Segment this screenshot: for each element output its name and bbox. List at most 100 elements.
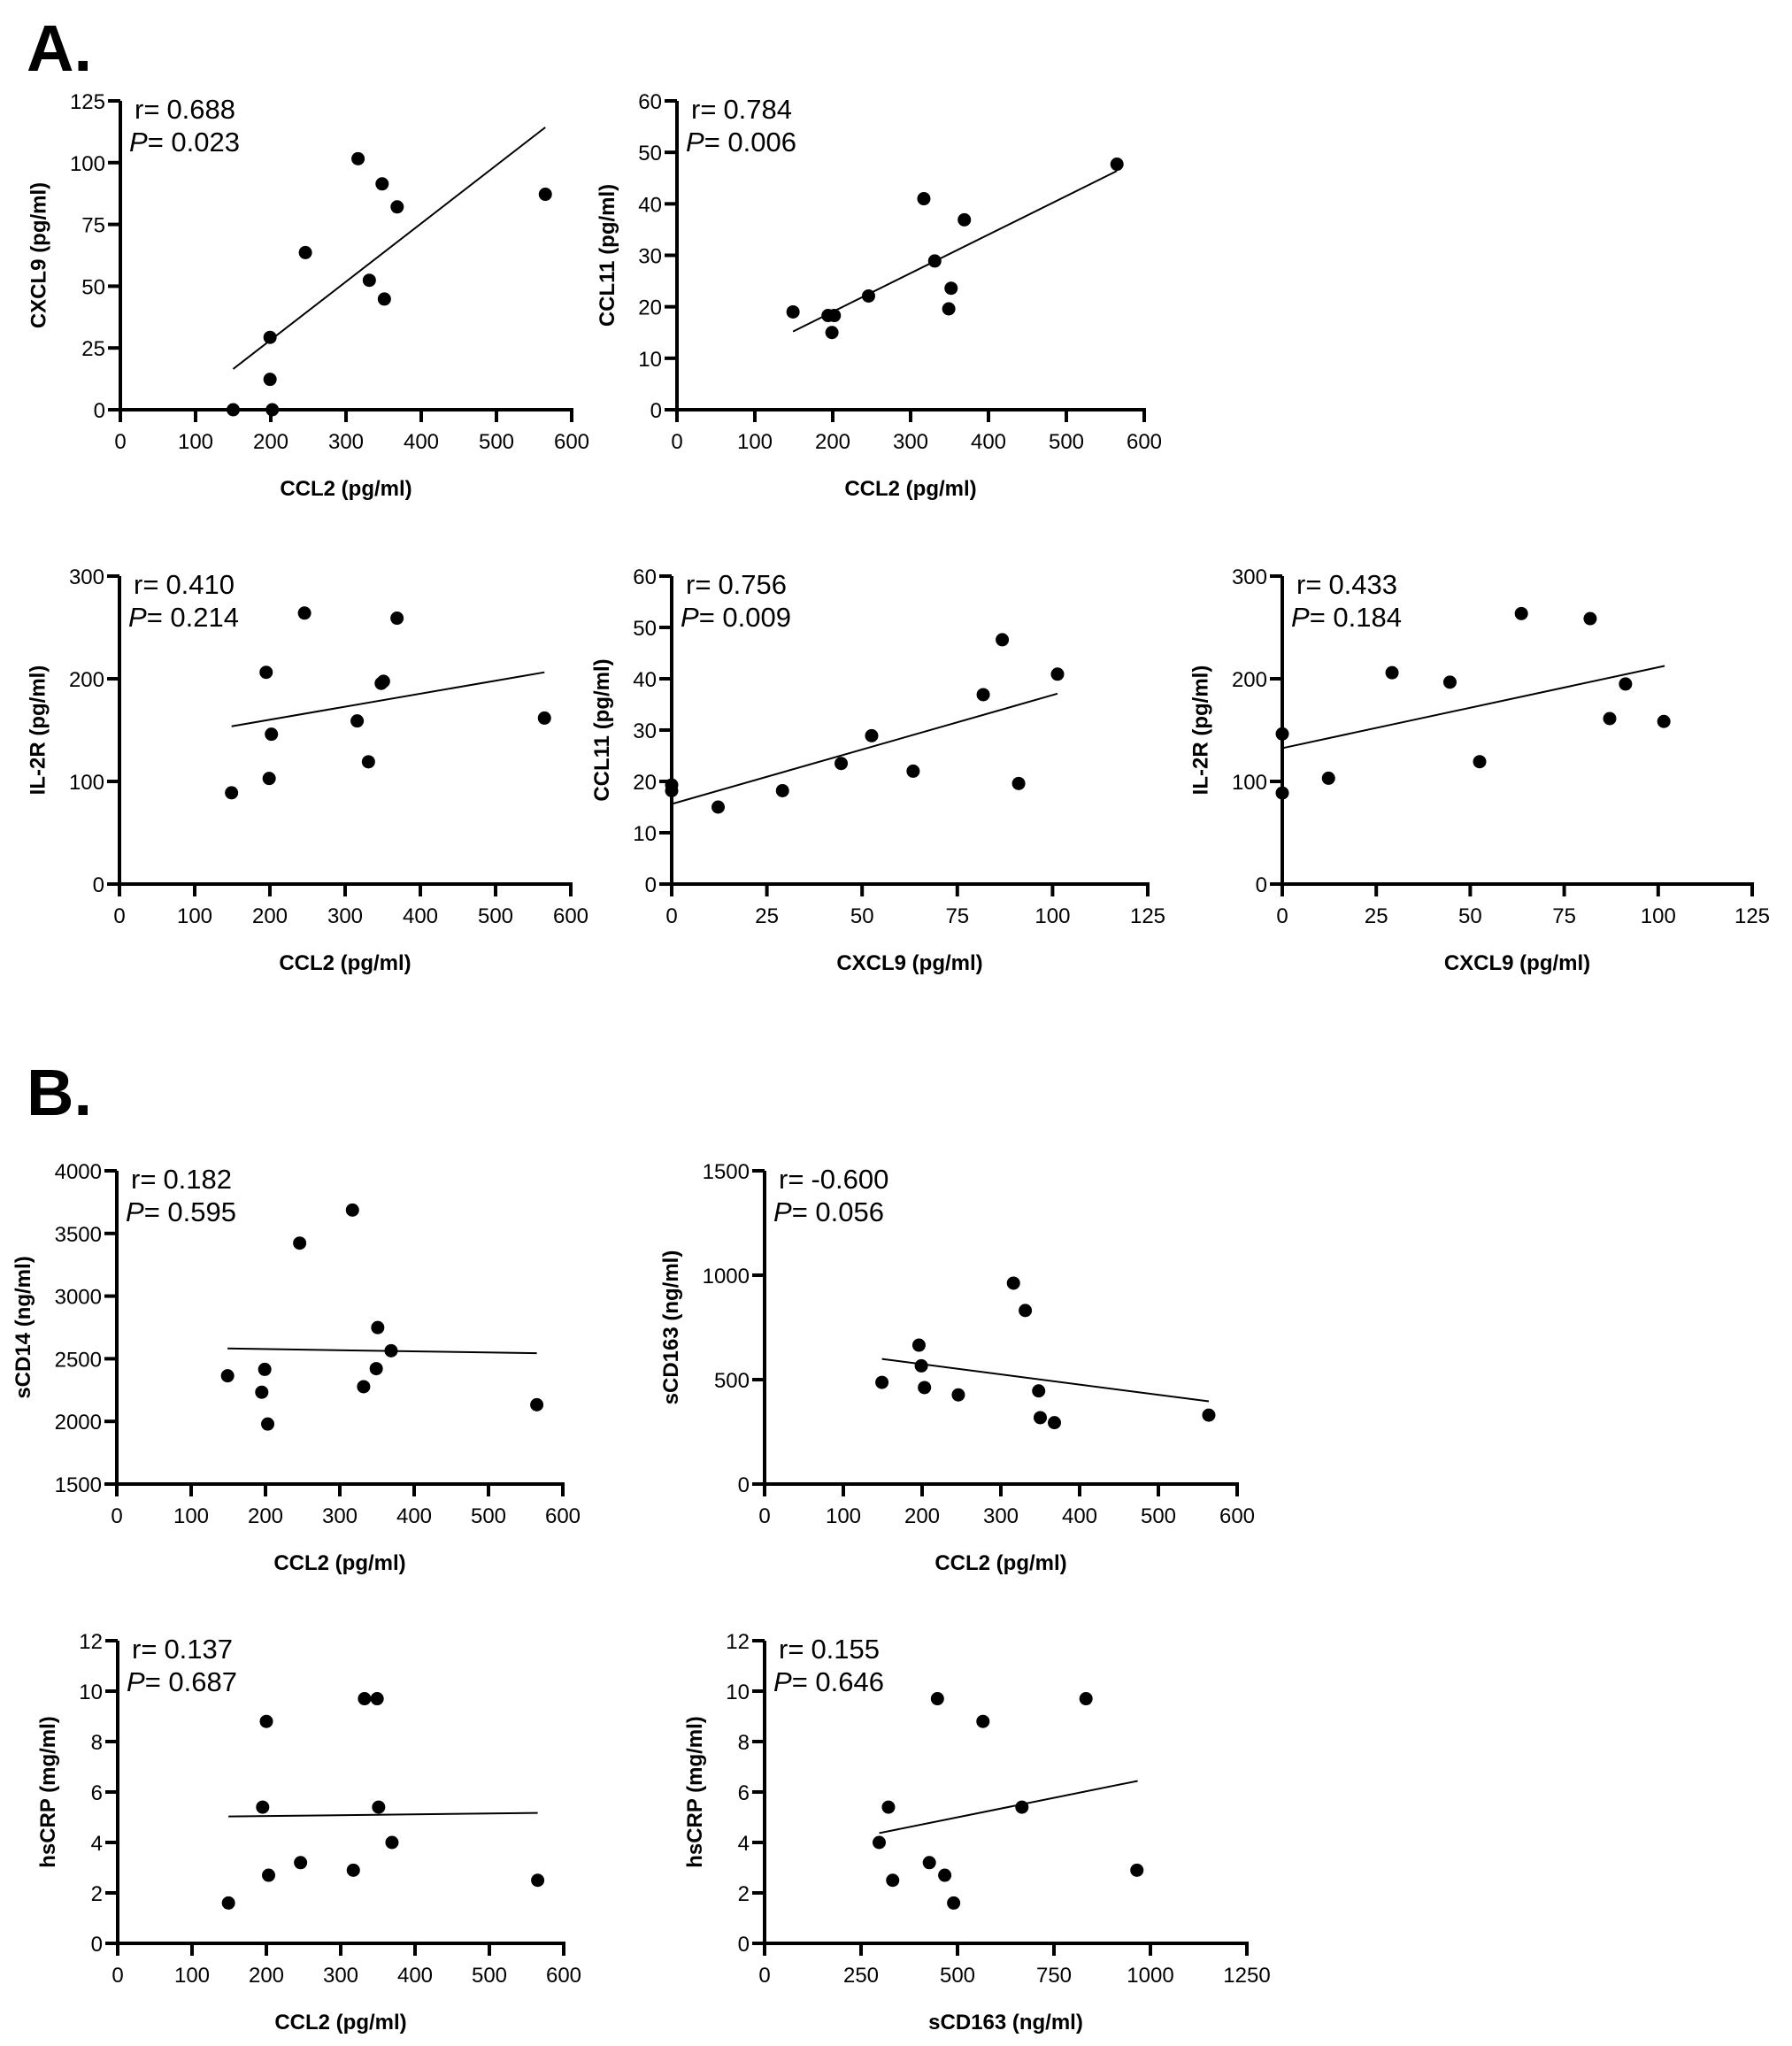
- x-tick-label: 100: [174, 1964, 210, 1988]
- regression-line: [1281, 665, 1665, 750]
- data-point: [369, 1362, 383, 1376]
- data-point: [906, 764, 920, 778]
- y-tick-label: 10: [638, 348, 662, 372]
- x-axis-title: CCL2 (pg/ml): [274, 2011, 406, 2034]
- r-value: 0.410: [165, 569, 235, 600]
- data-point: [1583, 611, 1597, 626]
- scatter-plot-a4: 0 25 50 75 100 125 0 10 20 30 40 50 60 CXCL9 (pg/ml) C…: [590, 565, 1165, 975]
- x-tick-label: 0: [665, 904, 677, 928]
- p-value-annotation: P= 0.687: [127, 1666, 237, 1697]
- y-tick-label: 2: [91, 1882, 103, 1906]
- x-tick-label: 600: [553, 904, 588, 928]
- data-point: [358, 1692, 372, 1706]
- p-value-annotation: P= 0.184: [1291, 602, 1402, 633]
- x-tick-label: 500: [940, 1964, 975, 1988]
- data-point: [350, 714, 365, 728]
- p-value-annotation: P= 0.023: [129, 127, 240, 158]
- x-axis-title: CCL2 (pg/ml): [279, 951, 411, 975]
- r-value: -0.600: [811, 1164, 888, 1195]
- y-tick-label: 200: [69, 668, 104, 692]
- x-tick-label: 200: [904, 1504, 940, 1528]
- y-tick-label: 1500: [703, 1160, 750, 1184]
- y-tick-label: 4: [738, 1832, 750, 1856]
- x-axis-title: CCL2 (pg/ml): [280, 477, 411, 501]
- x-tick-label: 300: [322, 1504, 358, 1528]
- scatter-plot-a1: 0 100 200 300 400 500 600 0 25 50 75 100 125 CCL2 (pg…: [27, 90, 590, 501]
- p-label: P: [773, 1666, 792, 1697]
- y-tick-label: 20: [638, 296, 662, 320]
- y-tick-label: 10: [633, 822, 657, 846]
- x-tick-label: 125: [1734, 904, 1770, 928]
- x-tick-label: 300: [893, 430, 928, 454]
- data-point: [265, 403, 280, 417]
- correlation-r-annotation: r= 0.137: [132, 1634, 233, 1665]
- data-point: [958, 212, 972, 227]
- x-tick-label: 500: [478, 904, 513, 928]
- data-point: [357, 1380, 371, 1394]
- data-point: [976, 1714, 990, 1728]
- r-value: 0.182: [163, 1164, 232, 1195]
- data-point: [262, 1868, 276, 1882]
- scatter-plot-b3: 0 100 200 300 400 500 600 0 2 4 6 8 10 12 CCL2 (pg/ml)…: [36, 1630, 581, 2034]
- data-point: [665, 783, 679, 797]
- data-point: [1619, 677, 1633, 691]
- x-tick-label: 50: [1458, 904, 1482, 928]
- data-point: [1514, 606, 1528, 620]
- x-tick-label: 300: [328, 430, 364, 454]
- data-point: [384, 1343, 398, 1358]
- y-tick-label: 60: [638, 90, 662, 114]
- data-point: [372, 1800, 386, 1814]
- y-tick-label: 500: [714, 1369, 750, 1393]
- y-tick-label: 2500: [55, 1348, 102, 1372]
- p-value-annotation: P= 0.006: [686, 127, 796, 158]
- data-point: [390, 200, 404, 214]
- data-point: [711, 800, 726, 814]
- x-axis-title: CCL2 (pg/ml): [273, 1551, 405, 1575]
- y-tick-label: 6: [738, 1781, 750, 1805]
- r-label: r=: [691, 94, 716, 125]
- y-tick-label: 50: [633, 617, 657, 641]
- panel-letter-b: B.: [27, 1056, 92, 1129]
- data-point: [1603, 711, 1617, 726]
- correlation-r-annotation: r= 0.688: [135, 94, 235, 125]
- data-point: [1032, 1384, 1046, 1398]
- y-tick-label: 30: [638, 245, 662, 269]
- y-tick-label: 8: [738, 1731, 750, 1755]
- r-value: 0.784: [723, 94, 792, 125]
- x-axis-title: CCL2 (pg/ml): [844, 477, 976, 501]
- x-axis-title: CXCL9 (pg/ml): [1444, 951, 1590, 975]
- y-tick-label: 100: [69, 771, 104, 795]
- p-label: P: [129, 127, 148, 158]
- p-value: = 0.687: [145, 1666, 237, 1697]
- y-tick-label: 1500: [55, 1473, 102, 1497]
- data-point: [385, 1835, 399, 1850]
- data-point: [220, 1369, 235, 1383]
- y-tick-label: 60: [633, 565, 657, 589]
- data-point: [872, 1835, 886, 1850]
- data-point: [947, 1896, 961, 1910]
- p-label: P: [128, 602, 147, 633]
- correlation-r-annotation: r= 0.756: [686, 569, 787, 600]
- y-tick-label: 75: [81, 214, 105, 238]
- data-point: [944, 281, 958, 296]
- r-label: r=: [779, 1164, 804, 1195]
- data-point: [1275, 727, 1289, 741]
- x-tick-label: 100: [826, 1504, 861, 1528]
- r-label: r=: [779, 1634, 804, 1665]
- data-point: [227, 403, 240, 417]
- regression-line: [227, 1347, 537, 1355]
- data-point: [775, 783, 789, 797]
- y-tick-label: 8: [91, 1731, 103, 1755]
- x-tick-label: 200: [253, 430, 288, 454]
- p-value: = 0.184: [1310, 602, 1402, 633]
- x-tick-label: 100: [1641, 904, 1676, 928]
- y-tick-label: 10: [726, 1681, 750, 1704]
- data-point: [1657, 714, 1671, 728]
- p-value: = 0.595: [144, 1196, 236, 1227]
- x-tick-label: 0: [114, 430, 126, 454]
- p-label: P: [686, 127, 704, 158]
- data-point: [930, 1692, 944, 1706]
- data-point: [1473, 755, 1487, 769]
- y-tick-label: 2: [738, 1882, 750, 1906]
